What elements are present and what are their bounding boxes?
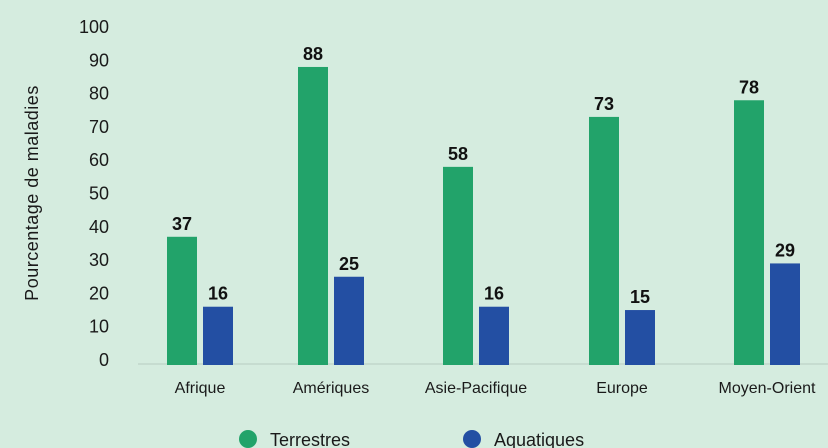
legend-label: Aquatiques (494, 430, 584, 448)
y-tick-label: 0 (99, 350, 109, 370)
x-tick-label: Europe (596, 380, 648, 397)
y-axis-ticks: 0 10 20 30 40 50 60 70 80 90 100 (79, 17, 109, 370)
bar (734, 100, 764, 365)
legend-marker (239, 430, 257, 448)
y-tick-label: 60 (89, 150, 109, 170)
bar (443, 166, 473, 365)
bar (167, 236, 197, 365)
y-tick-label: 50 (89, 184, 109, 204)
y-tick-label: 100 (79, 17, 109, 37)
y-tick-label: 40 (89, 217, 109, 237)
legend-marker (463, 430, 481, 448)
x-tick-label: Asie-Pacifique (425, 380, 527, 397)
data-label: 15 (630, 287, 650, 307)
bar (334, 276, 364, 365)
data-label: 78 (739, 77, 759, 97)
bar (298, 66, 328, 366)
bar (589, 116, 619, 365)
data-label: 16 (484, 284, 504, 304)
y-tick-label: 30 (89, 250, 109, 270)
data-label: 88 (303, 44, 323, 64)
data-label: 37 (172, 214, 192, 234)
data-label: 58 (448, 144, 468, 164)
x-tick-label: Amériques (293, 380, 369, 397)
data-label: 16 (208, 284, 228, 304)
bar (479, 306, 509, 365)
y-tick-label: 10 (89, 317, 109, 337)
data-label: 29 (775, 240, 795, 260)
bar (770, 263, 800, 365)
y-tick-label: 20 (89, 283, 109, 303)
x-tick-label: Moyen-Orient (719, 380, 816, 397)
y-tick-label: 90 (89, 50, 109, 70)
legend: Terrestres Aquatiques (239, 430, 584, 448)
bars: 37 88 58 73 78 16 25 16 15 29 (167, 44, 800, 366)
x-tick-label: Afrique (175, 380, 226, 397)
bar (625, 310, 655, 365)
x-axis-ticks: Afrique Amériques Asie-Pacifique Europe Moye… (175, 380, 816, 397)
bar (203, 306, 233, 365)
legend-label: Terrestres (270, 430, 350, 448)
y-tick-label: 80 (89, 84, 109, 104)
data-label: 73 (594, 94, 614, 114)
data-label: 25 (339, 254, 359, 274)
y-axis-title: Pourcentage de maladies (22, 85, 42, 301)
y-tick-label: 70 (89, 117, 109, 137)
